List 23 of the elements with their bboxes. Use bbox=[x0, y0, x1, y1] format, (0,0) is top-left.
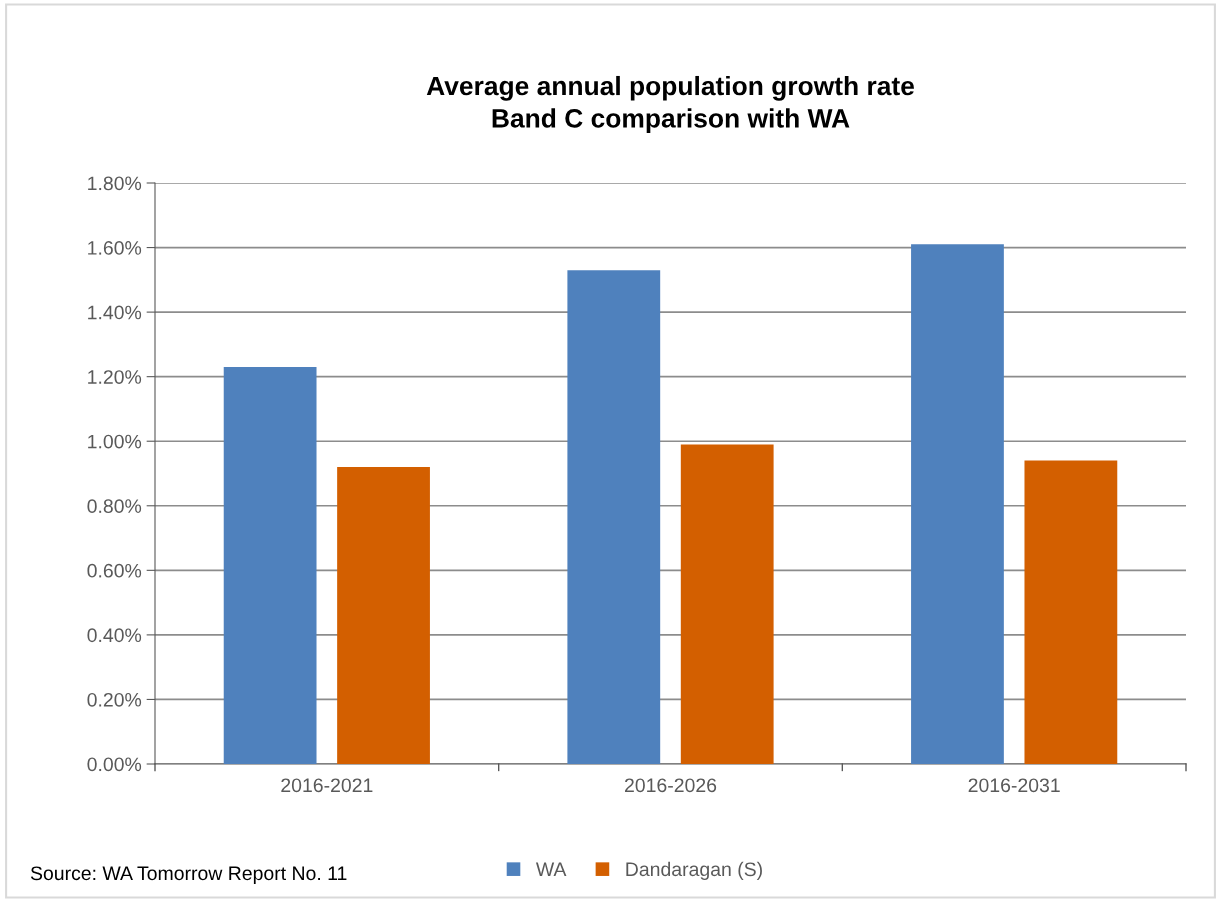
source-note: Source: WA Tomorrow Report No. 11 bbox=[30, 866, 347, 884]
y-tick-label: 1.20% bbox=[88, 370, 142, 384]
y-tick-label: 1.00% bbox=[88, 434, 142, 449]
bar bbox=[911, 244, 1004, 764]
y-tick-label: 1.80% bbox=[88, 176, 142, 191]
y-tick-label: 0.60% bbox=[87, 563, 142, 578]
x-tick-label: 2016-2026 bbox=[624, 778, 717, 793]
legend-label: Dandaragan (S) bbox=[626, 861, 762, 880]
chart-title: Average annual population growth rate Band C comparison with WA bbox=[426, 75, 914, 133]
y-tick-label: 0.40% bbox=[87, 628, 142, 643]
x-tick-label: 2016-2021 bbox=[281, 778, 373, 793]
y-tick-label: 0.80% bbox=[87, 499, 142, 514]
bar bbox=[567, 270, 661, 764]
legend-label: WA bbox=[535, 862, 567, 876]
bar bbox=[337, 467, 430, 764]
bar bbox=[223, 366, 317, 764]
bar bbox=[680, 444, 774, 764]
y-tick-label: 1.40% bbox=[88, 305, 142, 320]
y-tick-label: 0.00% bbox=[87, 757, 142, 772]
y-tick-label: 1.60% bbox=[88, 241, 142, 255]
x-tick-label: 2016-2031 bbox=[968, 778, 1060, 793]
y-tick-label: 0.20% bbox=[87, 692, 142, 707]
bar bbox=[1024, 460, 1118, 764]
